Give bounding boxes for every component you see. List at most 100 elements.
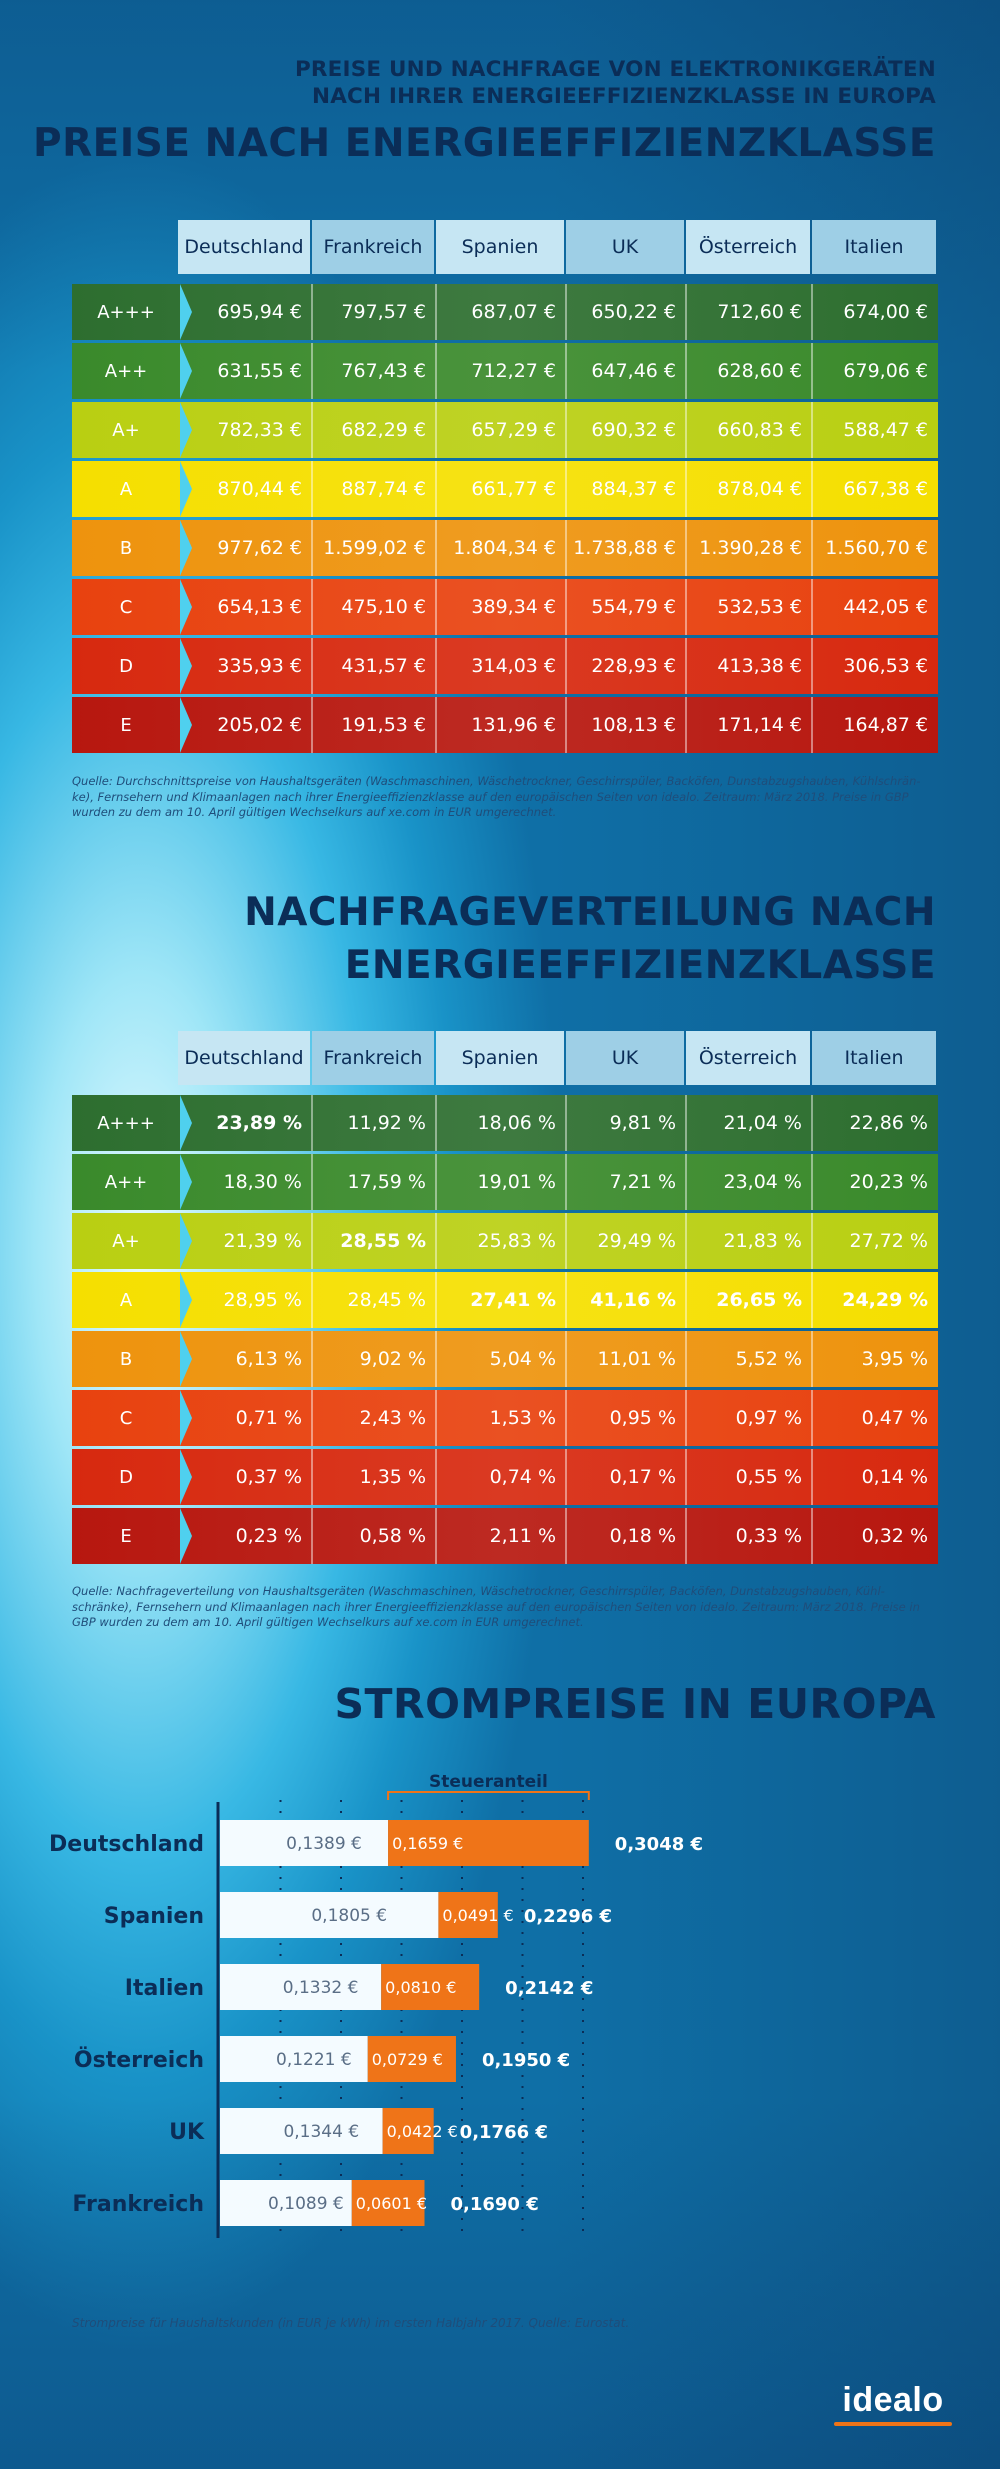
table-cell: 23,04 % — [723, 1171, 803, 1193]
table-cell: 631,55 € — [217, 360, 302, 382]
column-divider — [685, 402, 687, 458]
table-cell: 667,38 € — [843, 478, 928, 500]
column-divider — [311, 1213, 313, 1269]
column-divider — [685, 461, 687, 517]
table-cell: 660,83 € — [717, 419, 802, 441]
energy-class-label: B — [119, 537, 133, 559]
table-cell: 475,10 € — [341, 596, 426, 618]
table-cell: 1.599,02 € — [323, 537, 426, 559]
table-cell: 695,94 € — [217, 301, 302, 323]
tax-label: Steueranteil — [429, 1772, 548, 1792]
column-divider — [565, 1213, 567, 1269]
column-divider — [565, 1449, 567, 1505]
table-cell: 26,65 % — [716, 1289, 802, 1311]
tax-value-label: 0,1659 € — [392, 1834, 463, 1853]
table-cell: 0,55 % — [735, 1466, 802, 1488]
table-row: C 0,71 % 2,43 % 1,53 % 0,95 % 0,97 % 0,47 % — [72, 1390, 938, 1446]
electricity-source-note: Strompreise für Haushaltskunden (in EUR … — [72, 2316, 630, 2330]
table-cell: 650,22 € — [591, 301, 676, 323]
column-divider — [435, 1331, 437, 1387]
table-cell: 205,02 € — [217, 714, 302, 736]
energy-class-label: C — [119, 596, 133, 618]
row-arrow-icon — [180, 1213, 192, 1269]
table-cell: 21,83 % — [723, 1230, 803, 1252]
column-divider — [311, 402, 313, 458]
column-divider — [685, 1154, 687, 1210]
table-cell: 679,06 € — [843, 360, 928, 382]
column-divider — [435, 1449, 437, 1505]
column-header-italien: Italien — [812, 1031, 936, 1085]
table-cell: 131,96 € — [471, 714, 556, 736]
base-price-bar — [220, 1964, 382, 2010]
row-arrow-icon — [180, 520, 192, 576]
table-cell: 9,02 % — [359, 1348, 426, 1370]
column-divider — [685, 638, 687, 694]
table-cell: 21,39 % — [223, 1230, 303, 1252]
tax-bar — [381, 1964, 480, 2010]
table-cell: 171,14 € — [717, 714, 802, 736]
column-divider — [311, 579, 313, 635]
column-divider — [811, 1272, 813, 1328]
column-divider — [435, 343, 437, 399]
subtitle-line-1: PREISE UND NACHFRAGE VON ELEKTRONIKGERÄT… — [294, 57, 936, 82]
table-cell: 0,33 % — [735, 1525, 802, 1547]
column-divider — [811, 1154, 813, 1210]
table-cell: 1,53 % — [489, 1407, 556, 1429]
table-cell: 661,77 € — [471, 478, 556, 500]
base-price-label: 0,1389 € — [286, 1834, 362, 1854]
base-price-bar — [220, 1820, 389, 1866]
column-divider — [811, 638, 813, 694]
energy-class-label: D — [119, 1466, 133, 1488]
table-cell: 108,13 € — [591, 714, 676, 736]
total-price-label: 0,1950 € — [482, 2050, 570, 2071]
column-divider — [811, 402, 813, 458]
total-price-label: 0,2142 € — [505, 1978, 593, 1999]
table-cell: 7,21 % — [609, 1171, 676, 1193]
column-divider — [565, 1095, 567, 1151]
column-divider — [311, 638, 313, 694]
tax-bar — [367, 2036, 456, 2082]
table-cell: 314,03 € — [471, 655, 556, 677]
tax-value-label: 0,0601 € — [356, 2194, 427, 2213]
energy-class-label: A++ — [104, 1171, 148, 1193]
base-price-label: 0,1221 € — [276, 2050, 352, 2070]
table-cell: 17,59 % — [347, 1171, 427, 1193]
energy-class-label: B — [119, 1348, 133, 1370]
column-divider — [685, 343, 687, 399]
column-divider — [311, 1508, 313, 1564]
column-divider — [565, 579, 567, 635]
table-row: C 654,13 € 475,10 € 389,34 € 554,79 € 532,53 … — [72, 579, 938, 635]
column-divider — [435, 1154, 437, 1210]
column-header-spanien: Spanien — [436, 220, 564, 274]
table-cell: 18,30 % — [223, 1171, 303, 1193]
column-header-spanien: Spanien — [436, 1031, 564, 1085]
logo-underline — [834, 2422, 952, 2426]
table-cell: 335,93 € — [217, 655, 302, 677]
table-cell: 28,95 % — [223, 1289, 303, 1311]
base-price-bar — [220, 2108, 383, 2154]
base-price-label: 0,1089 € — [268, 2194, 344, 2214]
column-divider — [311, 697, 313, 753]
total-price-label: 0,3048 € — [615, 1834, 703, 1855]
column-divider — [311, 1390, 313, 1446]
table-cell: 628,60 € — [717, 360, 802, 382]
column-divider — [685, 697, 687, 753]
table-cell: 19,01 % — [477, 1171, 557, 1193]
column-divider — [565, 1390, 567, 1446]
column-header-deutschland: Deutschland — [178, 220, 310, 274]
column-divider — [435, 1390, 437, 1446]
row-arrow-icon — [180, 1331, 192, 1387]
table-row: D 0,37 % 1,35 % 0,74 % 0,17 % 0,55 % 0,14 % — [72, 1449, 938, 1505]
price-table: Deutschland Frankreich Spanien UK Österreich… — [72, 220, 938, 753]
table-row: A+ 782,33 € 682,29 € 657,29 € 690,32 € 660,83… — [72, 402, 938, 458]
column-divider — [311, 1331, 313, 1387]
column-divider — [565, 1508, 567, 1564]
total-price-label: 0,1690 € — [450, 2194, 538, 2215]
column-divider — [811, 461, 813, 517]
column-divider — [811, 1508, 813, 1564]
category-label: UK — [169, 2120, 205, 2145]
table-row: A+++ 23,89 % 11,92 % 18,06 % 9,81 % 21,04 % 22… — [72, 1095, 938, 1151]
table-cell: 654,13 € — [217, 596, 302, 618]
table-cell: 0,32 % — [861, 1525, 928, 1547]
row-arrow-icon — [180, 1508, 192, 1564]
